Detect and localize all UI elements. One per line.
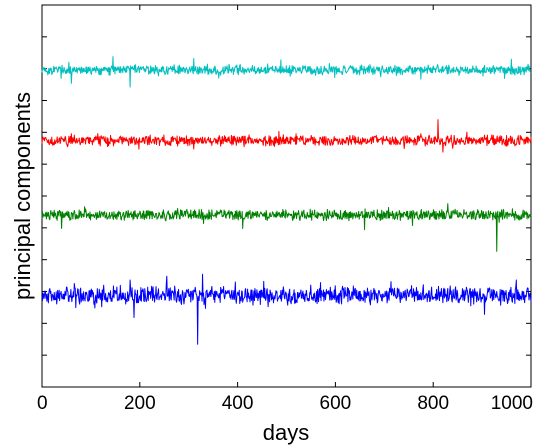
plot-area xyxy=(41,4,532,388)
x-tick-label: 800 xyxy=(417,393,449,414)
x-tick-label: 400 xyxy=(222,393,254,414)
x-tick-label: 1000 xyxy=(491,393,533,414)
x-ticks: 0 200 400 600 800 1000 xyxy=(37,5,533,414)
series-line-3 xyxy=(41,203,532,252)
series-line-1 xyxy=(41,56,532,88)
x-axis-label: days xyxy=(263,420,309,445)
series-line-2 xyxy=(41,119,532,153)
x-tick-label: 600 xyxy=(320,393,352,414)
series-line-4 xyxy=(41,273,532,345)
y-axis-label: principal components xyxy=(10,92,35,300)
x-tick-label: 200 xyxy=(124,393,156,414)
x-tick-label: 0 xyxy=(37,393,48,414)
series-layer xyxy=(41,56,532,345)
